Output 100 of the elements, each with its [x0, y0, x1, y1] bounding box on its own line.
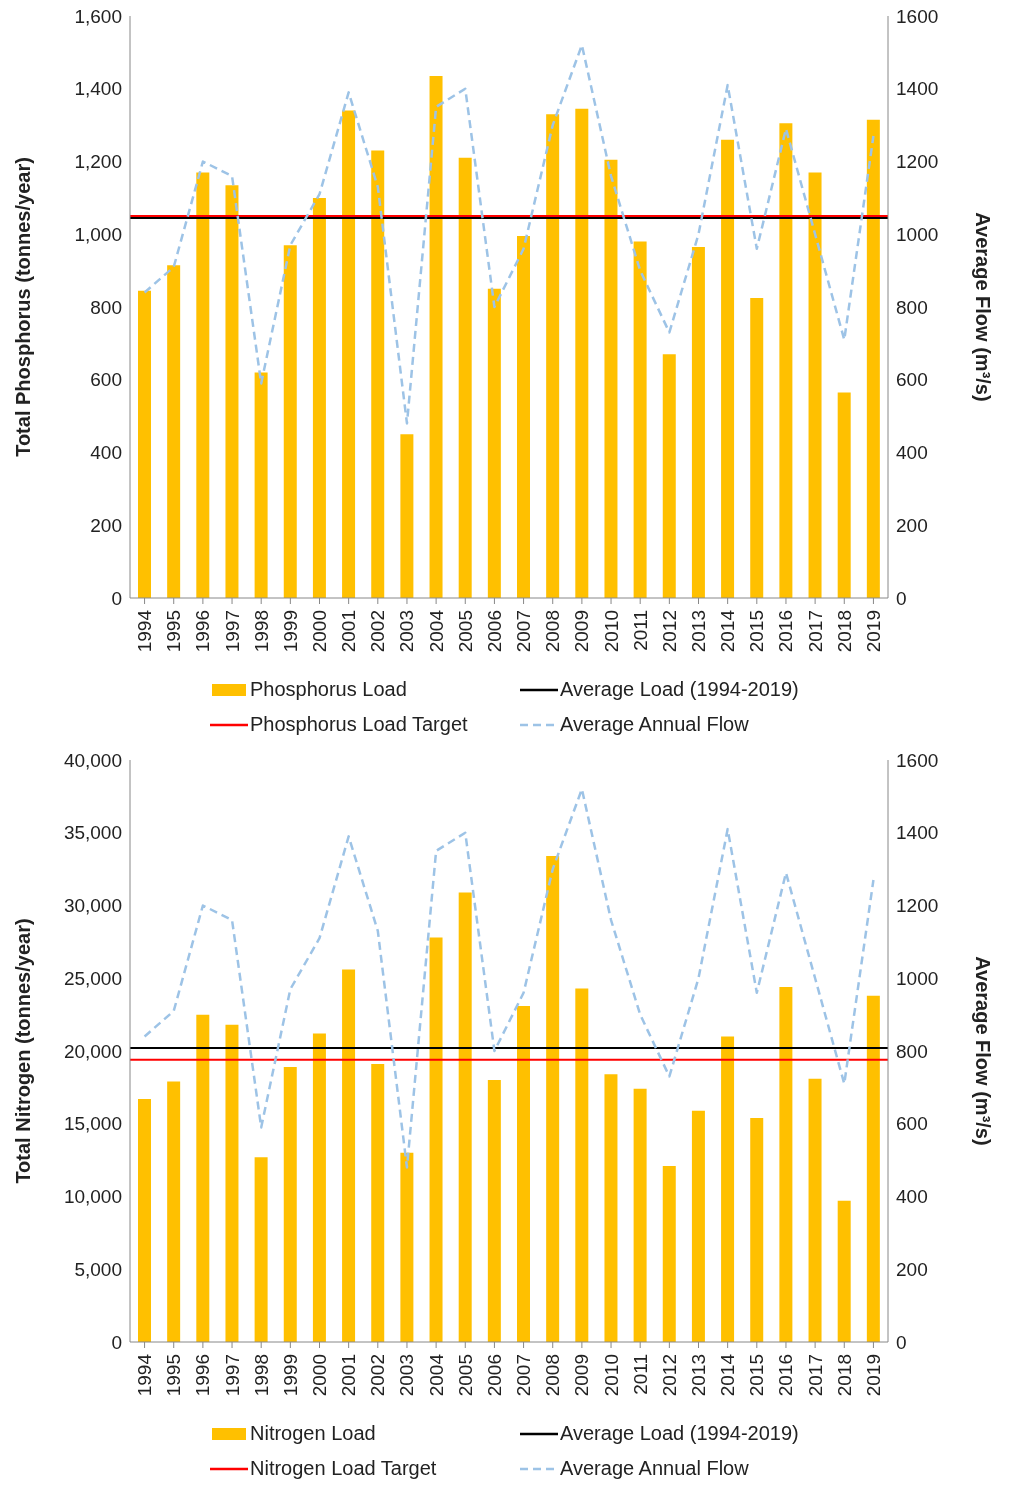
- legend-label: Average Load (1994-2019): [560, 1422, 799, 1445]
- x-tick-label: 2008: [542, 610, 564, 653]
- x-tick-label: 1998: [250, 1354, 272, 1397]
- bar: [721, 139, 735, 598]
- y2-tick-label: 1200: [896, 151, 939, 173]
- y-tick-label: 1,200: [74, 151, 122, 173]
- x-tick-label: 2005: [454, 1354, 476, 1397]
- bar: [779, 986, 793, 1342]
- legend-label: Average Load (1994-2019): [560, 678, 799, 701]
- x-tick-label: 1997: [221, 1354, 243, 1397]
- bar: [458, 892, 472, 1342]
- legend-label: Phosphorus Load Target: [250, 713, 468, 736]
- bar: [371, 1064, 385, 1342]
- x-tick-label: 2004: [425, 609, 447, 653]
- bar: [138, 1099, 151, 1342]
- y-tick-label: 30,000: [63, 895, 122, 917]
- y2-axis-title: Average Flow (m³/s): [971, 956, 994, 1146]
- bar: [138, 290, 151, 598]
- bar: [691, 246, 705, 598]
- y-tick-label: 5,000: [74, 1258, 122, 1280]
- x-tick-label: 2000: [308, 610, 330, 653]
- x-tick-label: 2007: [513, 610, 535, 653]
- y2-tick-label: 600: [896, 369, 928, 391]
- legend-label: Phosphorus Load: [250, 678, 407, 701]
- bar: [517, 1005, 530, 1342]
- y2-tick-label: 800: [896, 1040, 928, 1062]
- x-tick-label: 2010: [600, 610, 622, 653]
- x-tick-label: 2015: [746, 1354, 768, 1397]
- x-tick-label: 1995: [163, 610, 185, 653]
- bar: [167, 1081, 181, 1342]
- x-tick-label: 2005: [454, 610, 476, 653]
- bar: [254, 1157, 268, 1342]
- bar: [575, 988, 589, 1342]
- bar: [662, 1165, 676, 1342]
- bar: [342, 110, 356, 598]
- x-tick-label: 2003: [396, 1354, 418, 1397]
- bar: [312, 1033, 326, 1342]
- bar: [196, 1014, 210, 1342]
- x-tick-label: 2002: [367, 1354, 389, 1397]
- bar: [750, 1117, 764, 1342]
- bar: [458, 157, 472, 598]
- y2-tick-label: 1400: [896, 822, 939, 844]
- x-tick-label: 2018: [833, 610, 855, 653]
- y-tick-label: 20,000: [63, 1040, 122, 1062]
- x-tick-label: 2007: [513, 1354, 535, 1397]
- y2-axis-title: Average Flow (m³/s): [971, 212, 994, 402]
- bar: [196, 172, 210, 598]
- x-tick-label: 1996: [192, 610, 214, 653]
- x-tick-label: 2011: [629, 1354, 651, 1395]
- bar: [487, 288, 501, 598]
- legend-label: Average Annual Flow: [560, 1457, 749, 1480]
- x-tick-label: 1995: [163, 1354, 185, 1397]
- y-tick-label: 200: [90, 514, 122, 536]
- x-tick-label: 2008: [542, 1354, 564, 1397]
- bar: [546, 856, 560, 1342]
- bar: [808, 172, 822, 598]
- bar: [808, 1078, 822, 1342]
- x-tick-label: 2010: [600, 1354, 622, 1397]
- y-tick-label: 10,000: [63, 1186, 122, 1208]
- x-tick-label: 2016: [775, 1354, 797, 1397]
- x-tick-label: 2013: [687, 1354, 709, 1397]
- x-tick-label: 2009: [571, 610, 593, 653]
- bar: [312, 197, 326, 598]
- x-tick-label: 2016: [775, 610, 797, 653]
- bar: [342, 969, 356, 1342]
- bar: [487, 1080, 501, 1342]
- bar: [225, 185, 239, 598]
- bar: [866, 119, 880, 598]
- bar: [604, 159, 618, 598]
- bar: [837, 1200, 851, 1342]
- x-tick-label: 1994: [134, 609, 156, 653]
- y2-tick-label: 400: [896, 1186, 928, 1208]
- x-tick-label: 1999: [279, 1354, 301, 1397]
- x-tick-label: 2018: [833, 1354, 855, 1397]
- bar: [225, 1024, 239, 1342]
- x-tick-label: 2013: [687, 610, 709, 653]
- x-tick-label: 2006: [483, 610, 505, 653]
- y-tick-label: 800: [90, 296, 122, 318]
- y2-tick-label: 200: [896, 514, 928, 536]
- y2-tick-label: 0: [896, 587, 907, 609]
- x-tick-label: 1998: [250, 610, 272, 653]
- bar: [371, 150, 385, 598]
- bar: [283, 245, 297, 598]
- y-tick-label: 400: [90, 442, 122, 464]
- bar: [400, 1152, 414, 1342]
- y-axis-title: Total Phosphorus (tonnes/year): [12, 157, 35, 457]
- y-tick-label: 1,400: [74, 78, 122, 100]
- bar: [429, 937, 443, 1342]
- x-tick-label: 2014: [717, 609, 739, 653]
- bar: [167, 265, 181, 598]
- y2-tick-label: 800: [896, 296, 928, 318]
- bar: [546, 114, 560, 598]
- bar: [866, 995, 880, 1342]
- x-tick-label: 2003: [396, 610, 418, 653]
- y-tick-label: 15,000: [63, 1113, 122, 1135]
- bar: [633, 1088, 647, 1342]
- x-tick-label: 2014: [717, 1353, 739, 1397]
- y2-tick-label: 1000: [896, 223, 939, 245]
- x-tick-label: 1996: [192, 1354, 214, 1397]
- bar: [400, 434, 414, 598]
